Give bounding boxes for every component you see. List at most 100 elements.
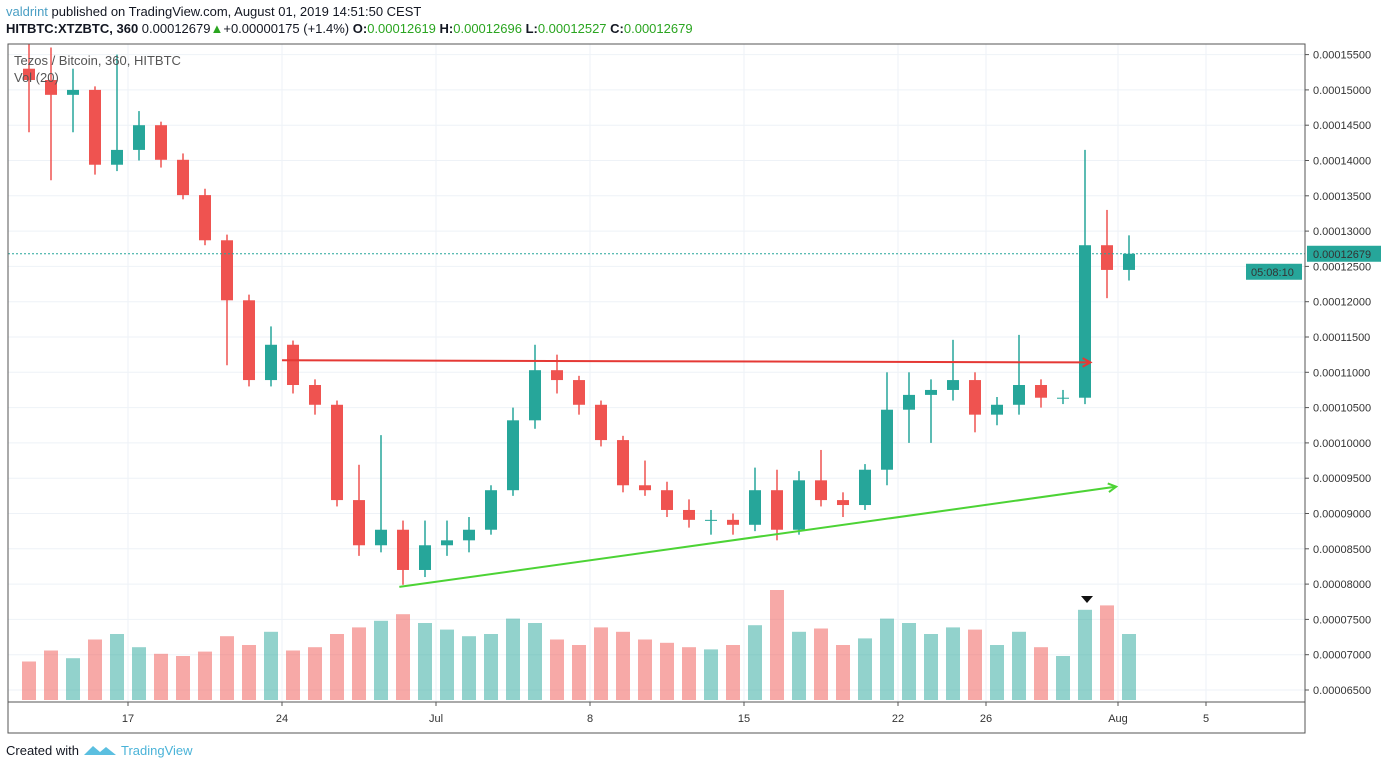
y-tick-label: 0.00011500 (1313, 332, 1370, 344)
volume-bar (66, 658, 80, 700)
volume-bar (110, 634, 124, 700)
candle-body (309, 385, 321, 405)
candle-body (507, 420, 519, 491)
volume-bar (902, 623, 916, 700)
candle-body (771, 490, 783, 530)
volume-bar (1012, 631, 1026, 700)
y-tick-label: 0.00014500 (1313, 120, 1371, 132)
y-tick-label: 0.00009500 (1313, 473, 1371, 485)
candle-body (221, 240, 233, 301)
x-tick-label: 5 (1203, 713, 1209, 725)
volume-bar (154, 653, 168, 700)
author-link[interactable]: valdrint (6, 4, 48, 19)
candle-body (67, 89, 79, 95)
x-tick-label: 15 (738, 713, 750, 725)
candle-body (793, 480, 805, 530)
candle-body (903, 394, 915, 410)
candle-body (727, 519, 739, 525)
candle-body (859, 469, 871, 506)
volume-bar (374, 620, 388, 700)
volume-bar (880, 618, 894, 700)
candle-body (837, 500, 849, 506)
y-tick-label: 0.00009000 (1313, 509, 1371, 521)
y-tick-label: 0.00013000 (1313, 226, 1371, 238)
volume-bar (924, 634, 938, 700)
candle-body (529, 370, 541, 421)
volume-bar (198, 651, 212, 700)
volume-bar (264, 631, 278, 700)
y-tick-label: 0.00010000 (1313, 438, 1371, 450)
created-with-text: Created with (6, 742, 79, 758)
candle-body (683, 509, 695, 520)
y-tick-label: 0.00007000 (1313, 650, 1371, 662)
candle-body (441, 540, 453, 546)
candle-body (1035, 385, 1047, 398)
low-value: 0.00012527 (537, 21, 607, 36)
high-label: H: (439, 21, 454, 36)
low-label: L: (525, 21, 538, 36)
volume-bar (220, 636, 234, 700)
candle-body (419, 545, 431, 570)
tradingview-logo-icon (83, 746, 116, 755)
arrow-head-icon (1107, 482, 1119, 493)
candle-body (1079, 245, 1091, 398)
volume-bar (484, 634, 498, 700)
volume-bar (638, 639, 652, 700)
candle-body (551, 370, 563, 381)
x-tick-label: 22 (892, 713, 904, 725)
candle-body (45, 80, 57, 95)
last-price: 0.00012679 (141, 21, 211, 36)
price-badge-text: 0.00012679 (1313, 249, 1371, 261)
volume-bar (792, 631, 806, 700)
candle-body (463, 529, 475, 541)
price-change: +0.00000175 (+1.4%) (223, 21, 350, 36)
candle-body (155, 125, 167, 160)
price-badge: 0.00012679 (1307, 245, 1381, 262)
volume-bar (858, 638, 872, 700)
candle-body (375, 529, 387, 546)
y-tick-label: 0.00012000 (1313, 297, 1371, 309)
volume-bar (726, 645, 740, 700)
volume-bar (968, 629, 982, 700)
volume-bar (550, 639, 564, 700)
candle-body (1013, 385, 1025, 405)
volume-bar (704, 649, 718, 700)
candle-body (947, 380, 959, 390)
candle-body (265, 344, 277, 381)
volume-bar (44, 650, 58, 700)
candle-body (639, 485, 651, 491)
candle-body (133, 125, 145, 150)
candle-body (925, 389, 937, 395)
volume-bar (946, 627, 960, 700)
footer: Created with TradingView (6, 742, 193, 758)
candle-body (815, 480, 827, 501)
candle-body (397, 529, 409, 570)
candle-body (1123, 253, 1135, 270)
volume-bar (1078, 609, 1092, 700)
price-axis[interactable]: 0.00015500 0.00015000 0.00014500 0.00014000… (1305, 50, 1371, 697)
volume-legend: Vol (20) (14, 70, 59, 85)
candle-body (485, 490, 497, 530)
volume-bar (528, 623, 542, 700)
y-tick-label: 0.00008000 (1313, 579, 1371, 591)
volume-bar (396, 614, 410, 700)
arrow-head-icon (1082, 357, 1093, 368)
y-tick-label: 0.00008500 (1313, 544, 1371, 556)
y-tick-label: 0.00014000 (1313, 156, 1371, 168)
symbol: HITBTC:XTZBTC, 360 (6, 21, 139, 36)
y-tick-label: 0.00010500 (1313, 403, 1371, 415)
series-legend: Tezos / Bitcoin, 360, HITBTC (14, 53, 181, 68)
volume-bar (352, 627, 366, 700)
volume-bar (1056, 656, 1070, 700)
y-tick-label: 0.00015500 (1313, 50, 1371, 62)
y-tick-label: 0.00013500 (1313, 191, 1371, 203)
volume-bar (1034, 647, 1048, 700)
time-axis[interactable] (7, 701, 1306, 734)
candle-body (287, 344, 299, 386)
tradingview-link[interactable]: TradingView (120, 742, 193, 758)
y-tick-label: 0.00006500 (1313, 685, 1371, 697)
open-label: O: (352, 21, 368, 36)
volume-bar (418, 623, 432, 700)
y-tick-label: 0.00015000 (1313, 85, 1371, 97)
